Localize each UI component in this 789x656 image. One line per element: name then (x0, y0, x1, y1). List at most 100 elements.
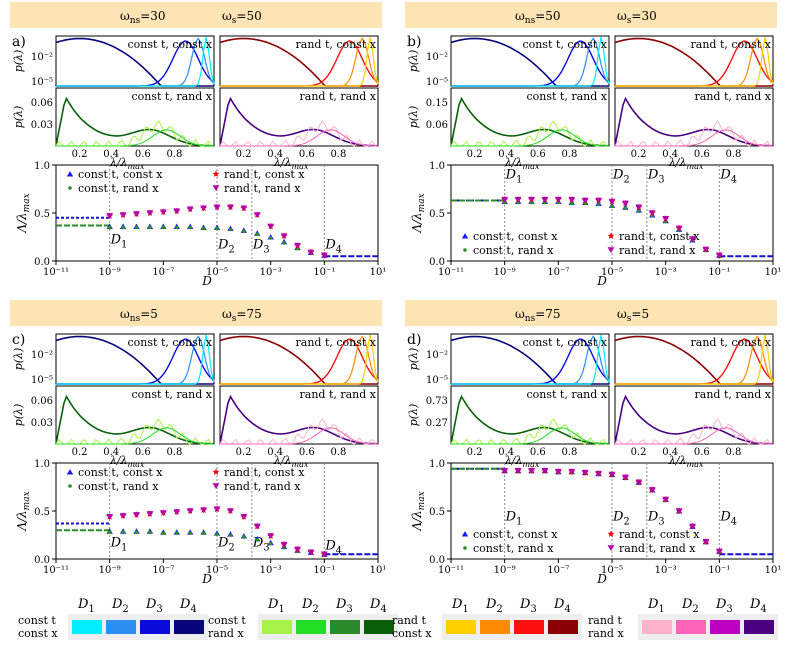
hist-curve (451, 129, 610, 147)
x-tick-label: 10¹ (765, 565, 782, 576)
hist-xtick: 0.2 (631, 447, 647, 458)
y-axis-label: Λ/λmax (410, 491, 427, 531)
d-marker-label: D4 (749, 597, 767, 615)
hist-curve (614, 394, 774, 445)
marker-rand-t-rand-x (133, 211, 140, 218)
marker-rand-t-rand-x (595, 470, 602, 477)
hist-curve (55, 394, 215, 445)
marker-const-t-rand-x (148, 225, 152, 230)
color-swatch (364, 620, 394, 634)
color-swatch (548, 620, 578, 634)
marker-rand-t-rand-x (608, 471, 616, 478)
y-tick-label: 1.0 (429, 161, 445, 172)
hist-frame (450, 87, 610, 147)
d-marker-label: D1 (77, 597, 95, 615)
marker-const-t-rand-x (107, 225, 112, 230)
panel-label: c) (12, 332, 25, 348)
legend-label: rand t, const x (224, 466, 305, 479)
y-tick-label: 0.5 (34, 507, 50, 518)
hist-frame (55, 385, 215, 445)
d-marker-label: D3 (252, 238, 270, 256)
hist-ytick: 10⁻⁵ (426, 77, 448, 88)
marker-rand-t-rand-x (568, 196, 576, 203)
legend-marker-const-t-const-x (66, 171, 74, 177)
marker-rand-t-rand-x (200, 507, 207, 514)
marker-const-t-rand-x (228, 533, 233, 537)
hist-curve (220, 427, 379, 445)
marker-rand-t-rand-x (622, 474, 629, 481)
hist-curve (615, 36, 774, 87)
hist-ytick: 0.06 (31, 98, 53, 109)
color-legend-line2: rand x (588, 627, 624, 640)
marker-rand-t-rand-x (528, 467, 535, 474)
marker-rand-t-rand-x (501, 196, 509, 203)
color-swatch (514, 620, 544, 634)
x-tick-label: 10⁻⁷ (152, 267, 174, 278)
panel-a: ωns=30 ωs=50 a) const t, const x 10⁻² 10⁻⁵ p(λ… (10, 2, 386, 288)
x-tick-label: 10⁻¹ (708, 267, 730, 278)
hist-xtick: 0.6 (135, 447, 151, 458)
marker-rand-t-rand-x (581, 197, 589, 204)
marker-rand-t-rand-x (173, 208, 181, 215)
hist-frame (55, 87, 215, 147)
marker-rand-t-rand-x (159, 510, 167, 516)
panel-banner (405, 300, 777, 326)
hist-curve (451, 427, 610, 445)
legend-label: rand t, rand x (619, 244, 696, 257)
d-marker-label: D4 (719, 167, 737, 185)
x-tick-label: 10⁻³ (260, 267, 282, 278)
d-marker-label: D2 (111, 597, 129, 615)
x-axis-label: D (201, 572, 212, 586)
marker-const-t-rand-x (148, 530, 152, 534)
banner-omega-s: ωs=5 (617, 307, 649, 324)
legend-label: const t, rand x (473, 542, 554, 555)
marker-const-t-rand-x (188, 531, 192, 535)
marker-const-t-rand-x (268, 236, 273, 240)
marker-const-t-rand-x (161, 225, 166, 230)
hist-ytick: 10⁻² (426, 52, 448, 63)
banner-omega-ns: ωns=5 (120, 307, 158, 324)
hist-curve (615, 427, 774, 445)
d-marker-label: D3 (335, 597, 353, 615)
d-marker-label: D1 (267, 597, 285, 615)
color-swatch (676, 620, 706, 634)
legend-marker-const-t-rand-x (463, 248, 467, 252)
marker-rand-t-rand-x (689, 236, 696, 242)
x-tick-label: 10⁻³ (655, 565, 677, 576)
hist-curve (220, 36, 379, 87)
hist-xtick: 0.2 (72, 447, 88, 458)
hist-ytick: 0.73 (426, 396, 448, 407)
legend-label: const t, rand x (78, 480, 159, 493)
hist-xtick: 0.2 (72, 149, 88, 160)
marker-rand-t-rand-x (253, 212, 261, 218)
hist-xtick: 0.6 (530, 447, 546, 458)
marker-rand-t-rand-x (320, 551, 328, 558)
hist-xtick: 0.2 (467, 447, 483, 458)
color-swatch (744, 620, 774, 634)
color-swatch (174, 620, 204, 634)
color-legend-line2: rand x (208, 627, 244, 640)
hist-ytick: 10⁻⁵ (31, 77, 53, 88)
x-tick-label: 10⁻¹ (708, 565, 730, 576)
x-tick-label: 10⁻¹¹ (438, 267, 464, 278)
marker-const-t-rand-x (107, 530, 112, 534)
d-marker-label: D2 (217, 536, 235, 554)
hist-label: const t, rand x (527, 90, 608, 103)
hist-curve (615, 334, 774, 385)
color-swatch (72, 620, 102, 634)
legend-marker-rand-t-rand-x (212, 185, 220, 192)
hist-curve (450, 418, 609, 445)
d-marker-label: D1 (110, 233, 128, 251)
panel-label: a) (12, 34, 26, 50)
legend-label: const t, rand x (473, 244, 554, 257)
x-tick-label: 10⁻⁵ (206, 565, 228, 576)
d-marker-label: D3 (519, 597, 537, 615)
legend-label: rand t, const x (224, 168, 305, 181)
hist-frame (614, 385, 774, 445)
hist-curve (55, 96, 215, 147)
legend-marker-const-t-rand-x (68, 484, 72, 488)
hist-curve (451, 334, 610, 385)
